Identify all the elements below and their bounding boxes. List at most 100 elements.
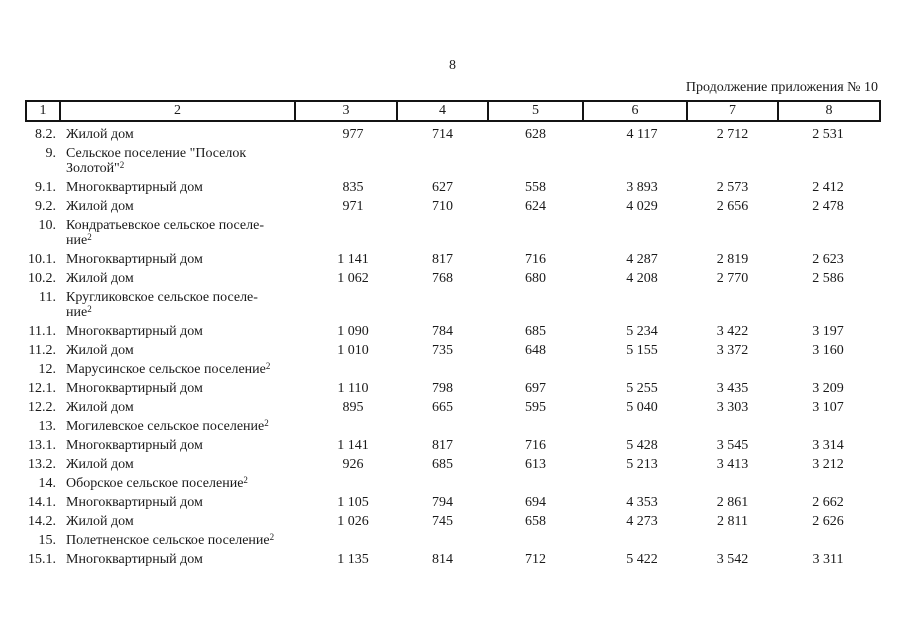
value-cell: 2 819 bbox=[716, 252, 749, 267]
value-cell: 627 bbox=[432, 180, 453, 195]
row-number-cell: 10.1. bbox=[28, 252, 56, 267]
value-cell bbox=[295, 476, 397, 491]
table-rows: 8.2. Жилой дом 977 714 628 4 117 2 712 2 531 9. С… bbox=[16, 125, 905, 569]
value-cell: 4 208 bbox=[626, 271, 658, 286]
table-row: 10.1. Многоквартирный дом 1 141 817 716 4 287… bbox=[16, 250, 905, 269]
table-header-cell: 6 bbox=[584, 102, 688, 120]
table-header-cell: 1 bbox=[27, 102, 61, 120]
table-row: 15. Полетненское сельское поселение2 bbox=[16, 531, 905, 550]
value-cell: 4 273 bbox=[626, 514, 658, 529]
value-cell: 5 234 bbox=[626, 324, 658, 339]
row-name-cell: Многоквартирный дом bbox=[66, 495, 203, 510]
row-number-cell: 9.1. bbox=[35, 180, 56, 195]
value-cell: 716 bbox=[525, 438, 546, 453]
value-cell: 1 110 bbox=[337, 381, 369, 396]
value-cell: 2 662 bbox=[812, 495, 844, 510]
row-name-cell: Жилой дом bbox=[66, 343, 134, 358]
value-cell bbox=[778, 362, 878, 377]
value-cell: 3 197 bbox=[812, 324, 844, 339]
row-name-cell: Кондратьевское сельское поселе-ние2 bbox=[66, 218, 265, 248]
value-cell: 735 bbox=[432, 343, 453, 358]
row-number-cell: 10. bbox=[38, 218, 57, 233]
footnote-marker: 2 bbox=[87, 304, 92, 314]
table-row: 10.2. Жилой дом 1 062 768 680 4 208 2 770 2 586 bbox=[16, 269, 905, 288]
row-name-cell: Многоквартирный дом bbox=[66, 324, 203, 339]
table-header-cell: 5 bbox=[489, 102, 584, 120]
footnote-marker: 2 bbox=[264, 418, 269, 428]
value-cell: 5 255 bbox=[626, 381, 658, 396]
table-header-cell: 8 bbox=[825, 103, 833, 118]
table-header-cell: 4 bbox=[398, 102, 489, 120]
value-cell: 1 105 bbox=[337, 495, 369, 510]
value-cell: 1 135 bbox=[337, 552, 369, 567]
value-cell: 2 770 bbox=[716, 271, 749, 286]
value-cell: 3 209 bbox=[812, 381, 844, 396]
value-cell: 817 bbox=[432, 438, 453, 453]
value-cell: 4 287 bbox=[626, 252, 658, 267]
row-number-cell: 14.2. bbox=[28, 514, 56, 529]
row-name-cell: Жилой дом bbox=[66, 457, 134, 472]
value-cell: 648 bbox=[525, 343, 546, 358]
value-cell bbox=[687, 476, 778, 491]
value-cell: 3 413 bbox=[716, 457, 749, 472]
value-cell: 2 412 bbox=[812, 180, 844, 195]
value-cell: 3 893 bbox=[626, 180, 658, 195]
value-cell: 2 573 bbox=[716, 180, 749, 195]
value-cell bbox=[397, 362, 488, 377]
value-cell: 2 626 bbox=[812, 514, 844, 529]
value-cell: 1 141 bbox=[337, 438, 369, 453]
table-row: 13. Могилевское сельское поселение2 bbox=[16, 417, 905, 436]
value-cell: 794 bbox=[432, 495, 453, 510]
row-number-cell: 15.1. bbox=[28, 552, 56, 567]
row-number-cell: 13.1. bbox=[28, 438, 56, 453]
value-cell: 712 bbox=[525, 552, 546, 567]
value-cell bbox=[778, 290, 878, 320]
value-cell: 814 bbox=[432, 552, 453, 567]
table-row: 13.1. Многоквартирный дом 1 141 817 716 5 428… bbox=[16, 436, 905, 455]
value-cell: 3 435 bbox=[716, 381, 749, 396]
value-cell bbox=[295, 419, 397, 434]
value-cell: 835 bbox=[342, 180, 364, 195]
value-cell bbox=[488, 146, 583, 176]
value-cell bbox=[488, 290, 583, 320]
table-row: 12. Марусинское сельское поселение2 bbox=[16, 360, 905, 379]
value-cell: 1 026 bbox=[337, 514, 369, 529]
value-cell bbox=[295, 362, 397, 377]
value-cell: 4 353 bbox=[626, 495, 658, 510]
value-cell: 2 712 bbox=[716, 127, 749, 142]
page-number: 8 bbox=[449, 58, 456, 73]
value-cell: 3 372 bbox=[716, 343, 749, 358]
value-cell: 1 010 bbox=[337, 343, 369, 358]
value-cell: 3 160 bbox=[812, 343, 844, 358]
row-name-cell: Многоквартирный дом bbox=[66, 252, 203, 267]
value-cell bbox=[687, 146, 778, 176]
value-cell: 714 bbox=[432, 127, 453, 142]
row-name-cell: Многоквартирный дом bbox=[66, 381, 203, 396]
row-number-cell: 14.1. bbox=[28, 495, 56, 510]
row-number-cell: 14. bbox=[38, 476, 57, 491]
value-cell: 3 545 bbox=[716, 438, 749, 453]
footnote-marker: 2 bbox=[87, 232, 92, 242]
value-cell: 613 bbox=[525, 457, 546, 472]
value-cell bbox=[687, 290, 778, 320]
value-cell: 4 117 bbox=[626, 127, 658, 142]
row-number-cell: 10.2. bbox=[28, 271, 56, 286]
table-row: 9.2. Жилой дом 971 710 624 4 029 2 656 2 478 bbox=[16, 197, 905, 216]
row-name-cell: Марусинское сельское поселение2 bbox=[66, 361, 271, 378]
value-cell bbox=[583, 146, 687, 176]
value-cell: 977 bbox=[342, 127, 364, 142]
row-number-cell: 12.1. bbox=[28, 381, 56, 396]
value-cell: 5 155 bbox=[626, 343, 658, 358]
footnote-marker: 2 bbox=[265, 361, 271, 371]
table-row: 13.2. Жилой дом 926 685 613 5 213 3 413 3 212 bbox=[16, 455, 905, 474]
table-row: 11.2. Жилой дом 1 010 735 648 5 155 3 372 3 160 bbox=[16, 341, 905, 360]
value-cell bbox=[687, 362, 778, 377]
value-cell bbox=[397, 218, 488, 248]
value-cell bbox=[488, 419, 583, 434]
value-cell: 3 422 bbox=[716, 324, 749, 339]
value-cell: 3 107 bbox=[812, 400, 844, 415]
value-cell: 558 bbox=[525, 180, 546, 195]
row-name-cell: Жилой дом bbox=[66, 127, 134, 142]
value-cell bbox=[295, 290, 397, 320]
